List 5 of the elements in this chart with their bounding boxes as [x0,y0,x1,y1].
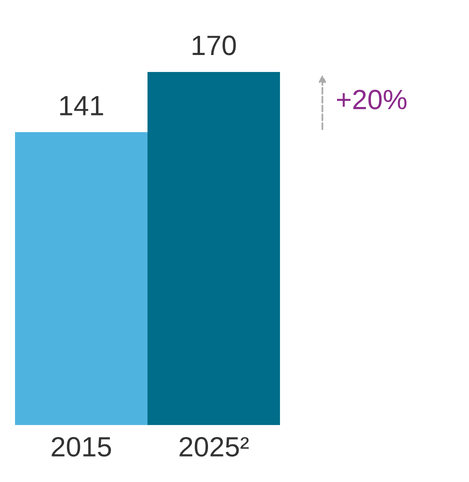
text: +20% [337,90,406,110]
data-label: 170 [192,36,236,56]
data-label: 141 [60,96,104,116]
x-tick-label: 2025² [180,436,249,457]
x-tick-label: 2015 [52,436,111,457]
